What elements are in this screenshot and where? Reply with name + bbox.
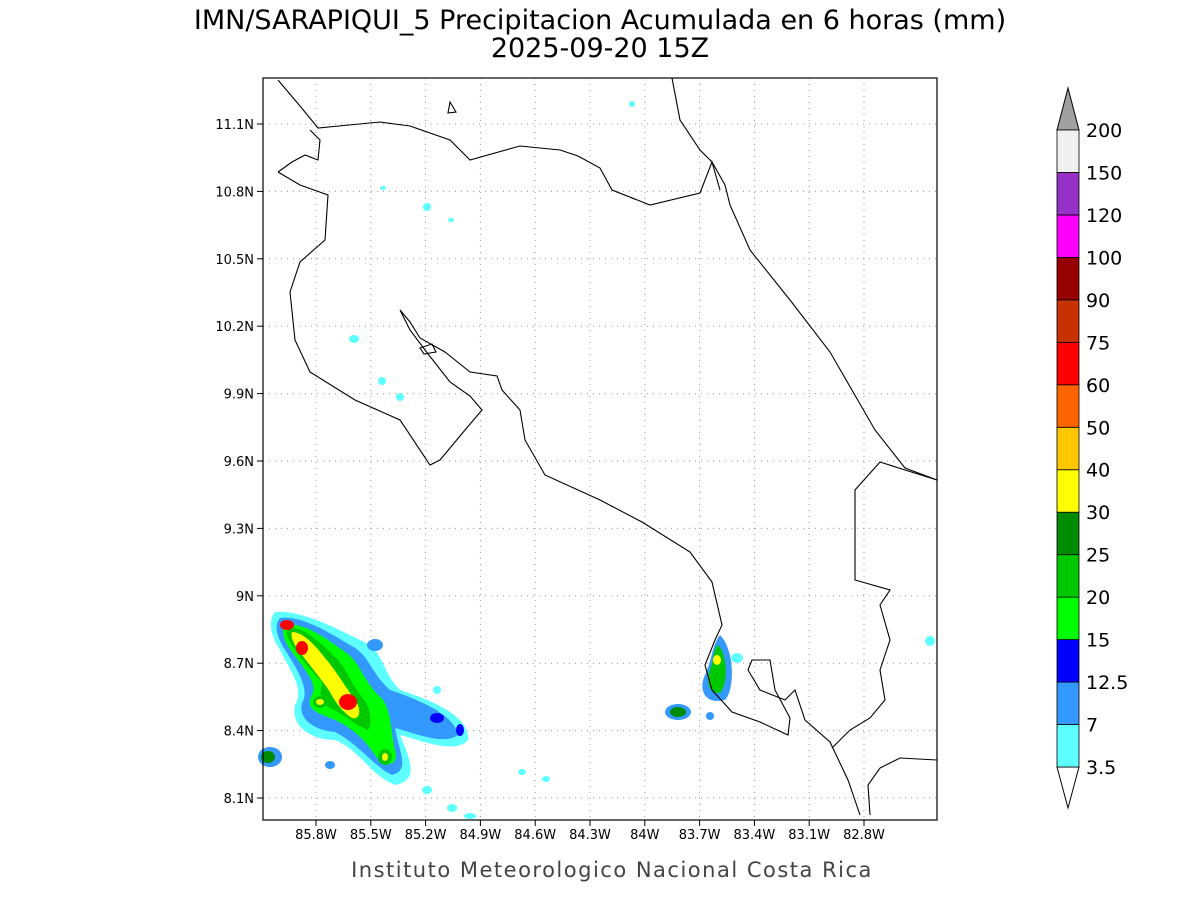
lat-tick-label: 8.7N xyxy=(224,657,254,672)
colorbar-label: 75 xyxy=(1086,332,1110,354)
lat-tick-label: 10.8N xyxy=(215,185,254,200)
colorbar-label: 50 xyxy=(1086,417,1110,439)
colorbar-label: 20 xyxy=(1086,587,1110,609)
colorbar-segment xyxy=(1056,469,1080,513)
colorbar-segment xyxy=(1056,384,1080,428)
colorbar-label: 7 xyxy=(1086,715,1098,737)
lon-tick-label: 85.2W xyxy=(405,828,447,843)
colorbar-label: 60 xyxy=(1086,375,1110,397)
lat-tick-label: 10.2N xyxy=(215,320,254,335)
footer: Instituto Meteorologico Nacional Costa R… xyxy=(351,858,873,882)
colorbar-segment xyxy=(1056,681,1080,725)
precipitation xyxy=(258,101,935,819)
lon-tick-label: 83.1W xyxy=(788,828,830,843)
subtitle: 2025-09-20 15Z xyxy=(491,33,709,64)
lat-tick-label: 8.4N xyxy=(224,725,254,740)
lon-tick-label: 85.5W xyxy=(350,828,392,843)
colorbar-label: 150 xyxy=(1086,162,1122,184)
lon-tick-label: 85.8W xyxy=(295,828,337,843)
lat-tick-label: 8.1N xyxy=(224,792,254,807)
colorbar-over xyxy=(1056,86,1080,131)
colorbar-under xyxy=(1056,766,1080,810)
colorbar-segment xyxy=(1056,256,1080,301)
colorbar-segment xyxy=(1056,299,1080,343)
lon-tick-label: 82.8W xyxy=(843,828,885,843)
colorbar-label: 200 xyxy=(1086,120,1122,142)
colorbar-segment xyxy=(1056,639,1080,683)
colorbar-label: 90 xyxy=(1086,290,1110,312)
colorbar-label: 12.5 xyxy=(1086,672,1128,694)
colorbar-segment xyxy=(1056,554,1080,598)
colorbar-segment xyxy=(1056,129,1080,173)
lat-tick-label: 9.6N xyxy=(224,455,254,470)
colorbar-segment xyxy=(1056,511,1080,556)
lat-tick-label: 9.9N xyxy=(224,388,254,403)
colorbar-label: 25 xyxy=(1086,545,1110,567)
lat-tick-label: 10.5N xyxy=(215,253,254,268)
lon-tick-label: 84W xyxy=(630,828,660,843)
colorbar-segment xyxy=(1056,341,1080,386)
colorbar-segment xyxy=(1056,596,1080,641)
colorbar: 3.5 7 12.5 15 20 25 30 40 50 60 75 90 100 120 150 200 xyxy=(1056,86,1128,810)
lat-tick-label: 9.3N xyxy=(224,522,254,537)
coastlines xyxy=(277,77,938,816)
lat-tick-label: 9N xyxy=(236,590,254,605)
colorbar-label: 30 xyxy=(1086,502,1110,524)
lon-tick-label: 83.4W xyxy=(733,828,775,843)
title: IMN/SARAPIQUI_5 Precipitacion Acumulada … xyxy=(194,5,1006,36)
colorbar-segment xyxy=(1056,724,1080,768)
lon-tick-label: 84.6W xyxy=(514,828,556,843)
grid xyxy=(263,78,937,820)
colorbar-label: 120 xyxy=(1086,205,1122,227)
axis-ticks: 85.8W 85.5W 85.2W 84.9W 84.6W 84.3W 84W 83.7W 83… xyxy=(215,118,885,843)
map-frame xyxy=(262,77,938,821)
colorbar-label: 40 xyxy=(1086,460,1110,482)
colorbar-label: 3.5 xyxy=(1086,757,1116,779)
colorbar-label: 15 xyxy=(1086,630,1110,652)
colorbar-segment xyxy=(1056,426,1080,471)
lon-tick-label: 83.7W xyxy=(679,828,721,843)
lon-tick-label: 84.9W xyxy=(459,828,501,843)
lon-tick-label: 84.3W xyxy=(569,828,611,843)
colorbar-segment xyxy=(1056,214,1080,258)
colorbar-label: 100 xyxy=(1086,247,1122,269)
colorbar-segment xyxy=(1056,172,1080,216)
lat-tick-label: 11.1N xyxy=(215,118,254,133)
